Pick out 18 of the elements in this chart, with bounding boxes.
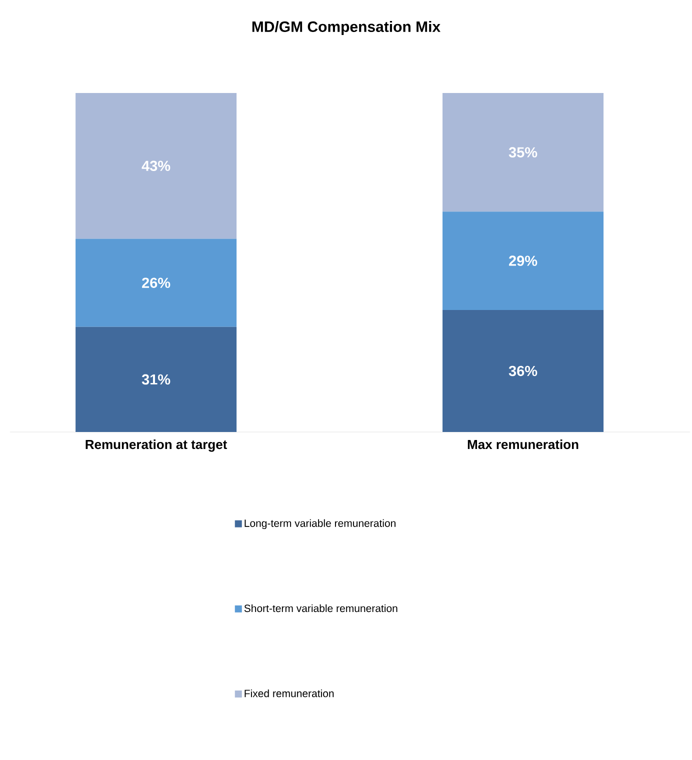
bar: [442, 310, 604, 432]
data-label: 26%: [142, 278, 170, 288]
data-label: 35%: [508, 147, 538, 158]
chart-title: MD/GM Compensation Mix: [252, 21, 440, 35]
data-label: 43%: [142, 160, 170, 172]
x-tick-label: Max remuneration: [468, 440, 578, 450]
data-label: 29%: [509, 256, 538, 266]
bar: [76, 92, 237, 239]
bar: [442, 92, 604, 212]
bar: [76, 326, 237, 432]
legend-label: Long-term variable remuneration: [244, 519, 396, 530]
legend-label: Fixed remuneration: [244, 689, 334, 698]
data-label: 31%: [142, 374, 170, 385]
data-label: 36%: [508, 366, 538, 376]
bar: [76, 238, 237, 327]
legend-label: Short-term variable remuneration: [244, 604, 398, 612]
x-tick-label: Remuneration at target: [86, 440, 228, 452]
bar: [442, 212, 604, 310]
